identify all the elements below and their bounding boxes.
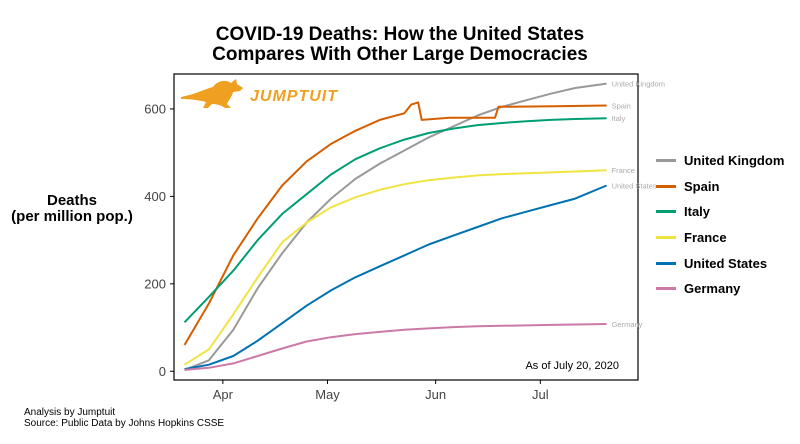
end-label-united-states: United States xyxy=(612,181,657,190)
x-tick-label: Apr xyxy=(213,387,234,402)
legend-item-spain: Spain xyxy=(656,174,796,200)
series-line-united-kingdom xyxy=(184,82,607,371)
end-label-france: France xyxy=(612,166,635,175)
legend-swatch xyxy=(656,184,676,188)
legend-swatch xyxy=(656,287,676,291)
series-line-germany xyxy=(184,323,607,371)
logo: JUMPTUIT xyxy=(181,79,338,108)
x-tick-label: Jun xyxy=(425,387,446,402)
chart-title-line2: Compares With Other Large Democracies xyxy=(212,44,588,65)
y-axis-label-line1: Deaths xyxy=(46,192,98,209)
y-axis: 0 200 400 600 xyxy=(144,101,174,379)
legend-item-italy: Italy xyxy=(656,199,796,225)
footer-analysis: Analysis by Jumptuit xyxy=(24,407,116,418)
series-line-france xyxy=(183,169,607,366)
y-axis-label-line2: (per million pop.) xyxy=(11,208,133,225)
series-line-spain xyxy=(183,101,607,346)
end-label-germany: Germany xyxy=(612,320,643,329)
x-tick-label: May xyxy=(315,387,340,402)
chart-title-line1: COVID-19 Deaths: How the United States xyxy=(215,24,585,45)
series-line-united-states xyxy=(184,184,607,371)
legend-swatch xyxy=(656,210,676,214)
legend-item-france: France xyxy=(656,225,796,251)
legend-item-germany: Germany xyxy=(656,276,796,302)
y-tick-label: 0 xyxy=(159,364,166,379)
legend-label: United States xyxy=(684,255,768,271)
legend: United Kingdom Spain Italy France United Sta… xyxy=(656,148,796,302)
legend-item-united-kingdom: United Kingdom xyxy=(656,148,796,174)
end-label-spain: Spain xyxy=(612,101,631,110)
series-line-italy xyxy=(183,117,607,323)
x-axis: Apr May Jun Jul xyxy=(213,380,549,402)
legend-label: France xyxy=(684,230,727,246)
legend-label: Germany xyxy=(684,281,741,297)
legend-swatch xyxy=(656,261,676,265)
x-tick-label: Jul xyxy=(532,387,549,402)
as-of-annotation: As of July 20, 2020 xyxy=(525,360,619,372)
legend-label: Spain xyxy=(684,178,720,194)
footer-source: Source: Public Data by Johns Hopkins CSS… xyxy=(24,418,225,429)
plot-frame xyxy=(173,73,639,381)
logo-text: JUMPTUIT xyxy=(250,88,338,105)
legend-item-united-states: United States xyxy=(656,250,796,276)
legend-swatch xyxy=(656,159,676,163)
y-tick-label: 400 xyxy=(144,189,166,204)
y-tick-label: 600 xyxy=(144,101,166,116)
legend-swatch xyxy=(656,236,676,240)
y-tick-label: 200 xyxy=(144,276,166,291)
end-label-italy: Italy xyxy=(612,114,626,123)
legend-label: Italy xyxy=(684,204,711,220)
series-end-labels: United Kingdom Spain Italy France United Sta… xyxy=(612,80,665,329)
legend-label: United Kingdom xyxy=(684,153,785,169)
series-lines xyxy=(183,82,607,371)
end-label-united-kingdom: United Kingdom xyxy=(612,80,665,89)
kangaroo-icon xyxy=(181,79,243,108)
